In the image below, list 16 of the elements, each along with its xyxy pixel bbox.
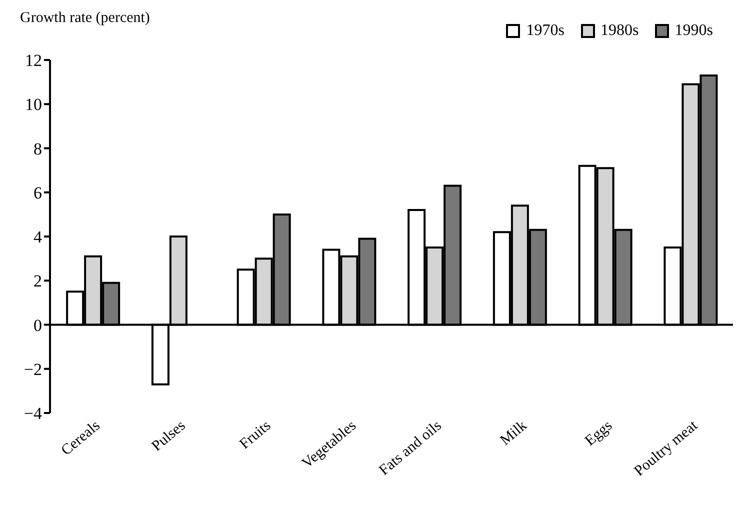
y-tick-label: 10 <box>25 95 42 114</box>
y-tick-label: 4 <box>34 228 42 247</box>
y-tick-label: 6 <box>34 183 42 202</box>
y-tick-label: −4 <box>24 404 42 424</box>
x-tick-label: Fats and oils <box>376 418 445 479</box>
y-tick-label: 0 <box>34 316 42 335</box>
x-tick-label: Milk <box>497 417 531 449</box>
y-tick-label: −2 <box>24 360 42 379</box>
legend-label: 1970s <box>525 22 565 40</box>
legend-label: 1980s <box>600 22 639 40</box>
y-tick-label: 8 <box>34 139 42 158</box>
y-tick-label: 2 <box>34 272 42 291</box>
x-tick-label: Eggs <box>582 418 616 450</box>
y-tick-label: 12 <box>25 51 42 70</box>
legend-label: 1990s <box>674 22 713 40</box>
y-axis-title: Growth rate (percent) <box>20 10 150 27</box>
